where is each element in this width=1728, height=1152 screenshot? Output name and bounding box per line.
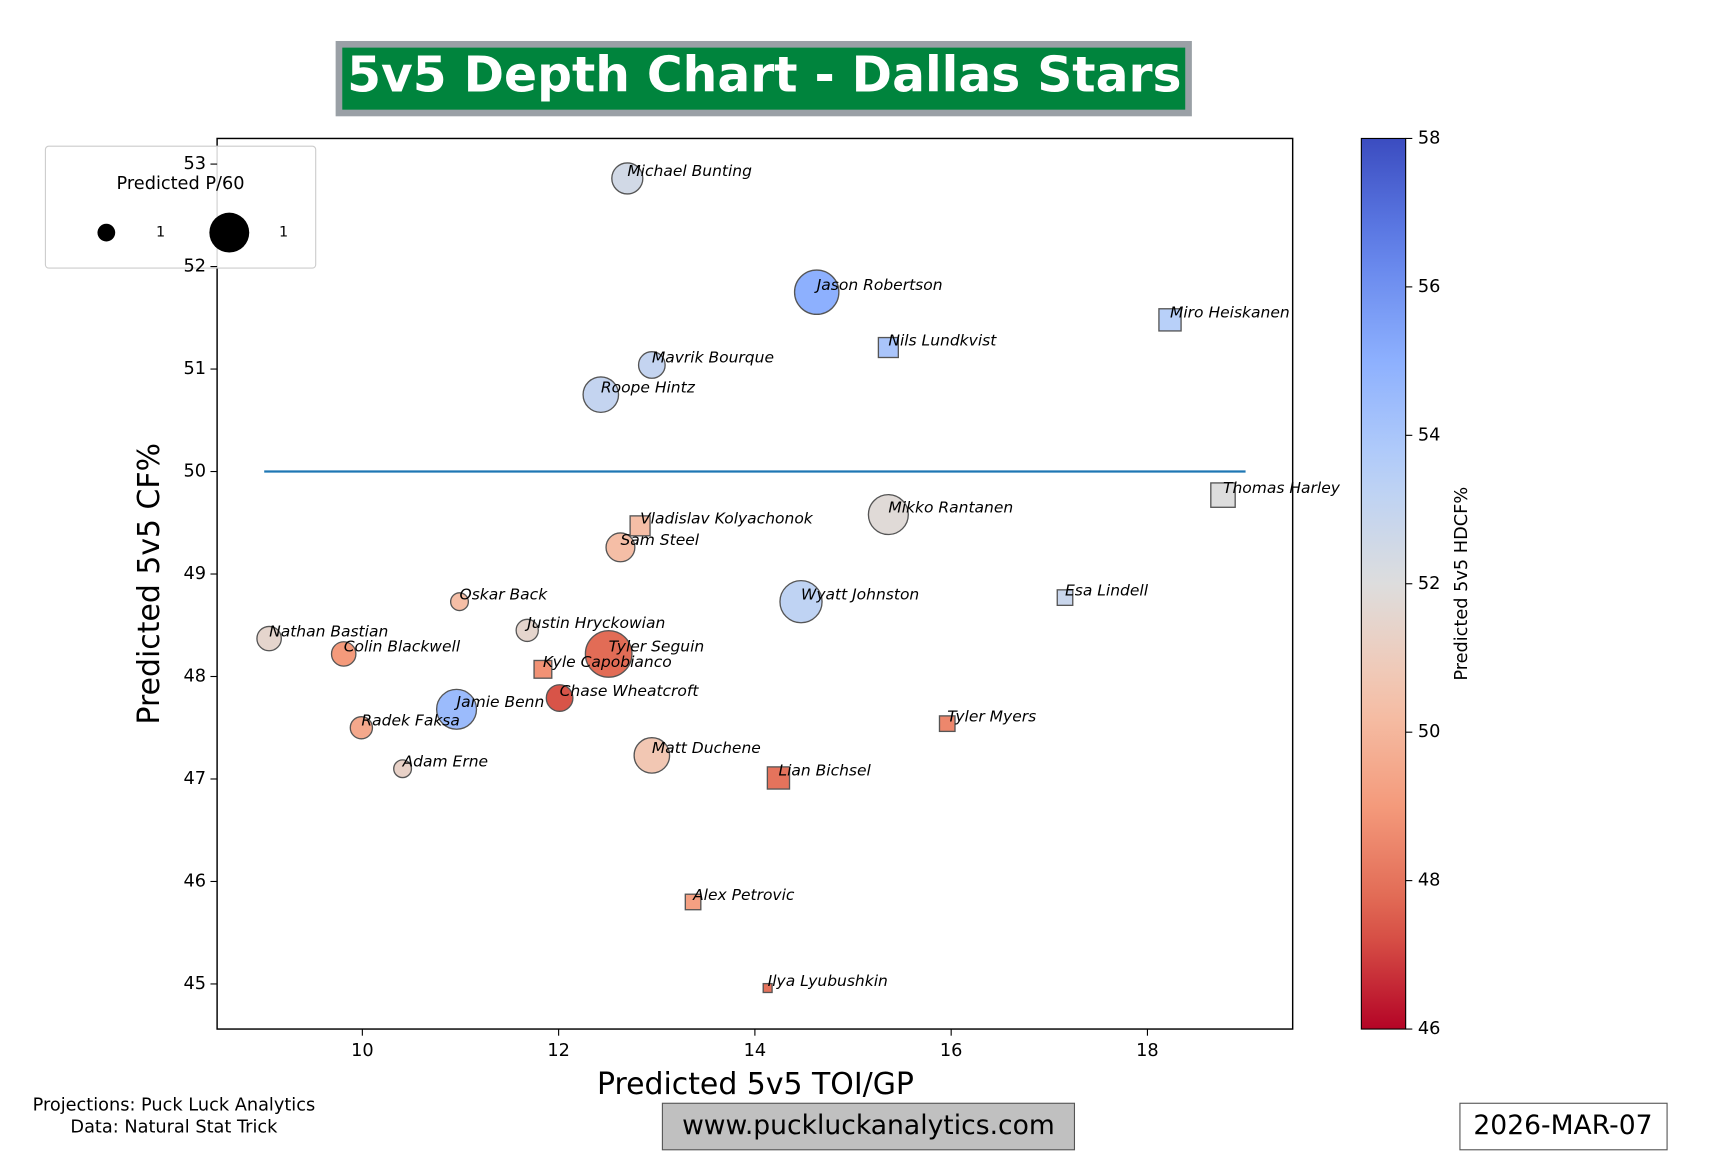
point-square (1210, 482, 1236, 508)
colorbar-label: Predicted 5v5 HDCF% (1452, 487, 1472, 681)
point-label: Tyler Seguin (609, 638, 705, 656)
point-label: Alex Petrovic (692, 886, 795, 904)
point-square (938, 715, 956, 733)
point (330, 641, 357, 667)
point (349, 716, 374, 740)
point-label: Matt Duchene (652, 739, 761, 757)
colorbar (1360, 137, 1407, 1030)
point (582, 376, 620, 414)
point-label: Esa Lindell (1065, 581, 1149, 599)
point (633, 737, 671, 774)
point (584, 630, 633, 678)
point (637, 350, 666, 379)
y-tick-label: 48 (183, 667, 206, 687)
point-label: Mavrik Bourque (652, 349, 774, 367)
y-tick-label: 49 (183, 564, 206, 584)
legend-label: 1 (156, 225, 165, 241)
y-axis-label: Predicted 5v5 CF% (132, 443, 167, 725)
point-label: Colin Blackwell (344, 638, 461, 656)
point (605, 532, 636, 563)
website-box (661, 1102, 1076, 1151)
point (449, 592, 470, 612)
point-label: Kyle Capobianco (543, 653, 672, 671)
legend-marker (209, 212, 250, 253)
point (779, 579, 823, 624)
point (515, 618, 539, 643)
point-label: Chase Wheatcroft (560, 682, 700, 700)
y-tick-label: 50 (183, 462, 206, 482)
title-box (335, 40, 1192, 117)
point (793, 269, 840, 316)
point (393, 759, 413, 779)
colorbar-tick-label: 58 (1418, 128, 1441, 148)
y-tick-label: 52 (183, 257, 206, 277)
point-label: Michael Bunting (627, 162, 752, 180)
date: 2026-MAR-07 (1473, 1110, 1652, 1141)
point-label: Lian Bichsel (778, 762, 871, 780)
y-tick-label: 47 (183, 769, 206, 789)
point (867, 493, 909, 536)
point-label: Justin Hryckowian (524, 614, 665, 632)
x-tick-label: 10 (351, 1041, 374, 1061)
point-label: Vladislav Kolyachonok (640, 510, 814, 528)
point-label: Tyler Myers (947, 707, 1036, 725)
point-square (684, 893, 702, 911)
point-square (629, 515, 651, 537)
y-tick-label: 45 (183, 974, 206, 994)
point-label: Ilya Lyubushkin (768, 972, 888, 990)
point-square (1158, 308, 1182, 332)
point-label: Jason Robertson (814, 276, 943, 294)
point-label: Miro Heiskanen (1170, 304, 1290, 322)
point-label: Mikko Rantanen (888, 498, 1013, 516)
x-axis-label: Predicted 5v5 TOI/GP (597, 1067, 914, 1102)
point (545, 684, 574, 712)
point-label: Jamie Benn (454, 693, 545, 711)
legend-marker (97, 223, 116, 242)
point-label: Radek Faksa (361, 712, 460, 730)
legend-title: Predicted P/60 (117, 174, 245, 194)
x-tick-label: 16 (940, 1041, 963, 1061)
colorbar-tick-label: 54 (1418, 425, 1441, 445)
colorbar-tick-label: 52 (1418, 574, 1441, 594)
y-tick-label: 46 (183, 871, 206, 891)
x-tick-label: 18 (1136, 1041, 1159, 1061)
point-square (533, 659, 553, 679)
point-square (762, 982, 773, 994)
y-tick-label: 51 (183, 359, 206, 379)
point (435, 688, 478, 730)
colorbar-tick-label: 56 (1418, 277, 1441, 297)
date-box (1459, 1102, 1668, 1151)
point (256, 625, 282, 652)
website: www.puckluckanalytics.com (682, 1110, 1055, 1141)
colorbar-tick-label: 48 (1418, 871, 1441, 891)
point-label: Adam Erne (402, 753, 489, 771)
point-label: Oskar Back (460, 585, 549, 603)
colorbar-tick-label: 46 (1418, 1019, 1441, 1039)
point-label: Nils Lundkvist (888, 331, 997, 349)
point-label: Roope Hintz (601, 378, 696, 396)
point-label: Nathan Bastian (269, 622, 388, 640)
point-square (766, 766, 791, 790)
legend-box (44, 145, 317, 269)
chart-title: 5v5 Depth Chart - Dallas Stars (347, 48, 1181, 104)
x-tick-label: 14 (744, 1041, 767, 1061)
colorbar-tick-label: 50 (1418, 722, 1441, 742)
point-label: Wyatt Johnston (801, 585, 919, 603)
footer-credit: Data: Natural Stat Trick (70, 1118, 278, 1138)
legend-label: 1 (279, 225, 288, 241)
legend: Predicted P/60 1 1 (44, 145, 317, 269)
point (611, 162, 644, 195)
y-tick-label: 53 (183, 154, 206, 174)
plot-area: Michael Bunting Jason Robertson Mavrik Bou… (256, 162, 1341, 994)
footer-credit: Projections: Puck Luck Analytics (33, 1095, 316, 1115)
x-tick-label: 12 (547, 1041, 570, 1061)
point-square (1056, 589, 1074, 607)
point-square (877, 336, 899, 359)
point-label: Thomas Harley (1223, 479, 1341, 497)
